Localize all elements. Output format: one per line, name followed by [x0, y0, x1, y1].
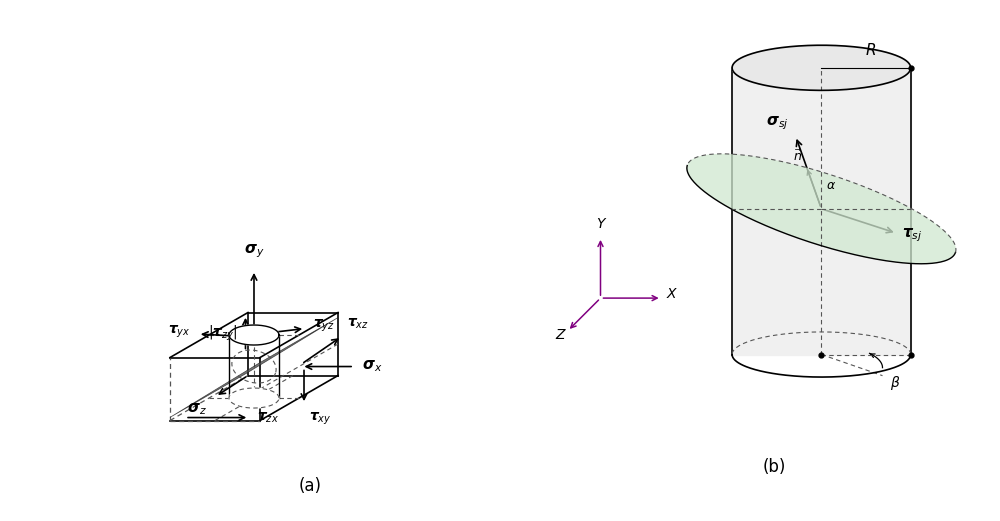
Polygon shape: [229, 325, 279, 345]
Polygon shape: [229, 388, 279, 408]
Text: $|\boldsymbol{\tau}_{zy}|$: $|\boldsymbol{\tau}_{zy}|$: [208, 324, 238, 343]
Text: $\boldsymbol{\sigma}_x$: $\boldsymbol{\sigma}_x$: [362, 358, 382, 375]
Polygon shape: [687, 154, 956, 264]
Polygon shape: [732, 45, 911, 90]
Text: $\boldsymbol{\tau}_{yz}$: $\boldsymbol{\tau}_{yz}$: [313, 318, 335, 334]
Text: (b): (b): [763, 458, 786, 476]
Text: $\boldsymbol{\tau}_{xy}$: $\boldsymbol{\tau}_{xy}$: [309, 411, 332, 427]
Text: (a): (a): [299, 477, 322, 494]
Text: $\boldsymbol{\sigma}_z$: $\boldsymbol{\sigma}_z$: [187, 402, 207, 417]
Text: $\beta$: $\beta$: [890, 374, 900, 392]
Text: $\alpha$: $\alpha$: [826, 179, 836, 192]
Text: Z: Z: [556, 328, 565, 342]
Text: $\boldsymbol{\sigma}_y$: $\boldsymbol{\sigma}_y$: [244, 242, 264, 260]
Polygon shape: [732, 68, 911, 354]
Text: $\boldsymbol{\tau}_{xz}$: $\boldsymbol{\tau}_{xz}$: [347, 316, 369, 330]
Text: $\boldsymbol{\tau}_{sj}$: $\boldsymbol{\tau}_{sj}$: [902, 227, 923, 244]
Text: $\boldsymbol{\tau}_{zx}$: $\boldsymbol{\tau}_{zx}$: [257, 411, 279, 425]
Polygon shape: [170, 318, 338, 417]
Text: $\vec{n}$: $\vec{n}$: [793, 149, 803, 164]
Text: R: R: [865, 43, 876, 58]
Text: Y: Y: [596, 217, 605, 231]
Text: $\boldsymbol{\tau}_{yx}$: $\boldsymbol{\tau}_{yx}$: [168, 324, 190, 340]
Text: X: X: [666, 287, 676, 301]
Text: $\boldsymbol{\sigma}_{sj}$: $\boldsymbol{\sigma}_{sj}$: [766, 115, 788, 132]
